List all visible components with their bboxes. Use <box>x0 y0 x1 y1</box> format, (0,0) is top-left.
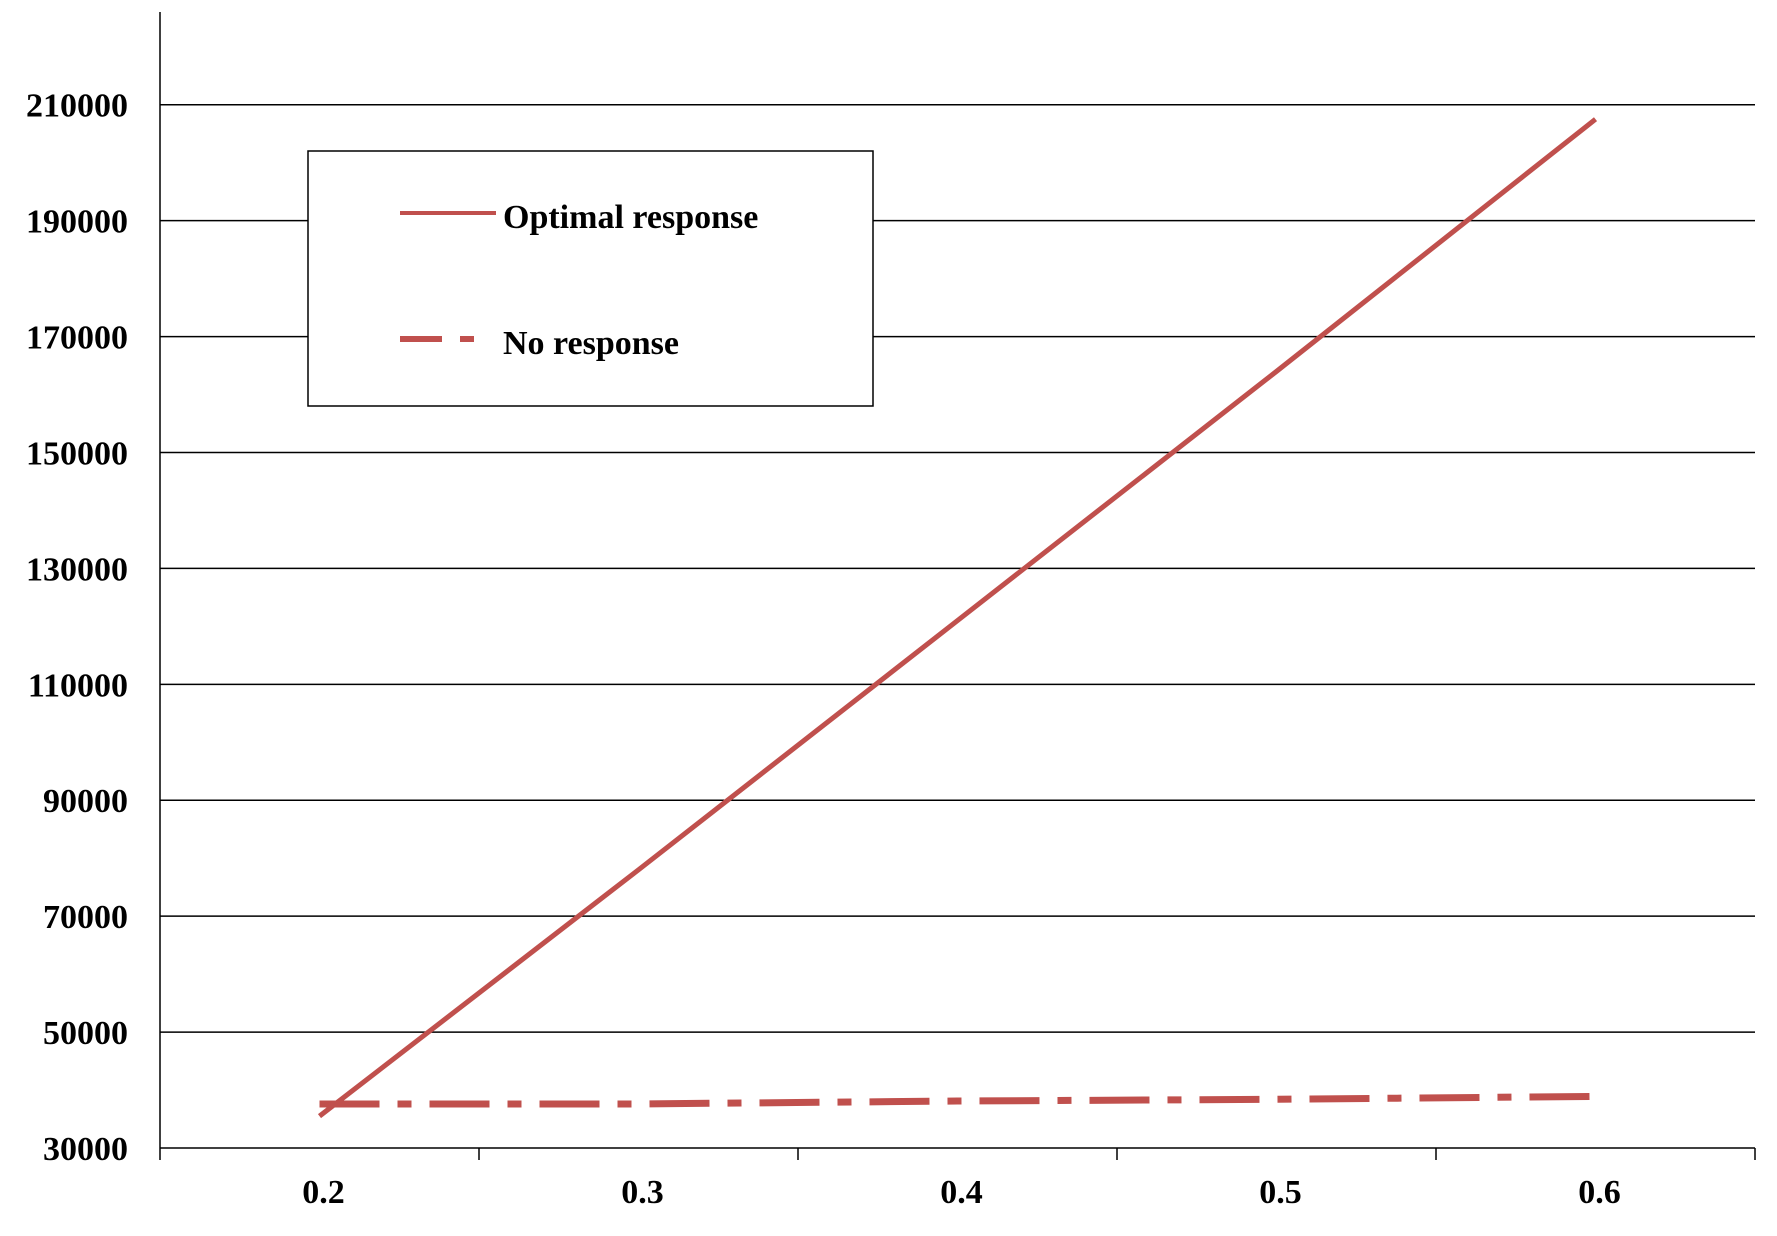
legend-label-no-response: No response <box>503 325 679 362</box>
x-tick-label-0.4: 0.4 <box>940 1174 983 1211</box>
legend: Optimal response No response <box>307 150 874 407</box>
legend-box <box>307 150 874 407</box>
x-tick-label-0.6: 0.6 <box>1578 1174 1621 1211</box>
x-tick-label-0.2: 0.2 <box>302 1174 345 1211</box>
series-lines <box>317 117 1598 1119</box>
y-tick-label-90000: 90000 <box>43 783 128 820</box>
y-tick-label-150000: 150000 <box>26 435 128 472</box>
axes <box>159 12 1756 1160</box>
y-tick-label-110000: 110000 <box>28 667 128 704</box>
legend-label-optimal-response: Optimal response <box>503 199 758 236</box>
x-tick-label-0.5: 0.5 <box>1259 1174 1302 1211</box>
y-axis-tick-labels: 30000 50000 70000 90000 110000 130000 150000 17… <box>26 88 128 1168</box>
y-tick-label-70000: 70000 <box>43 899 128 936</box>
series-line-no-response <box>319 1092 1596 1108</box>
y-tick-label-130000: 130000 <box>26 551 128 588</box>
x-axis-tick-labels: 0.2 0.3 0.4 0.5 0.6 <box>302 1174 1621 1211</box>
y-tick-label-50000: 50000 <box>43 1015 128 1052</box>
y-tick-label-190000: 190000 <box>26 204 128 241</box>
y-tick-label-210000: 210000 <box>26 88 128 125</box>
y-tick-label-30000: 30000 <box>43 1131 128 1168</box>
y-tick-label-170000: 170000 <box>26 320 128 357</box>
x-tick-label-0.3: 0.3 <box>621 1174 664 1211</box>
series-line-optimal-response <box>317 117 1598 1119</box>
